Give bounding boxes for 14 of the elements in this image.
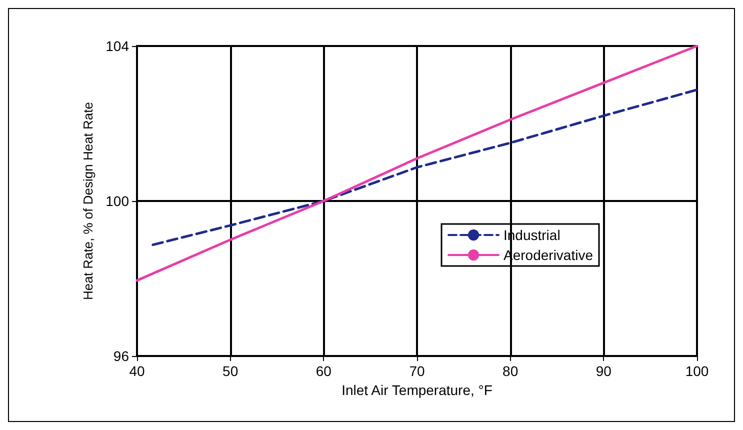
x-axis-title: Inlet Air Temperature, °F [342, 382, 492, 398]
x-tick-label: 90 [596, 363, 612, 379]
x-tick-label: 50 [222, 363, 238, 379]
line-series [136, 44, 698, 282]
y-tick-label: 104 [106, 38, 130, 54]
line-series [152, 88, 698, 246]
x-tick-label: 80 [502, 363, 518, 379]
y-axis-title: Heat Rate, % of Design Heat Rate [80, 102, 96, 300]
x-tick-label: 60 [316, 363, 332, 379]
y-tick-label: 100 [106, 193, 130, 209]
x-tick-label: 40 [129, 363, 145, 379]
x-tick-label: 100 [685, 363, 709, 379]
x-tick-label: 70 [409, 363, 425, 379]
y-tick-label: 96 [113, 348, 130, 364]
